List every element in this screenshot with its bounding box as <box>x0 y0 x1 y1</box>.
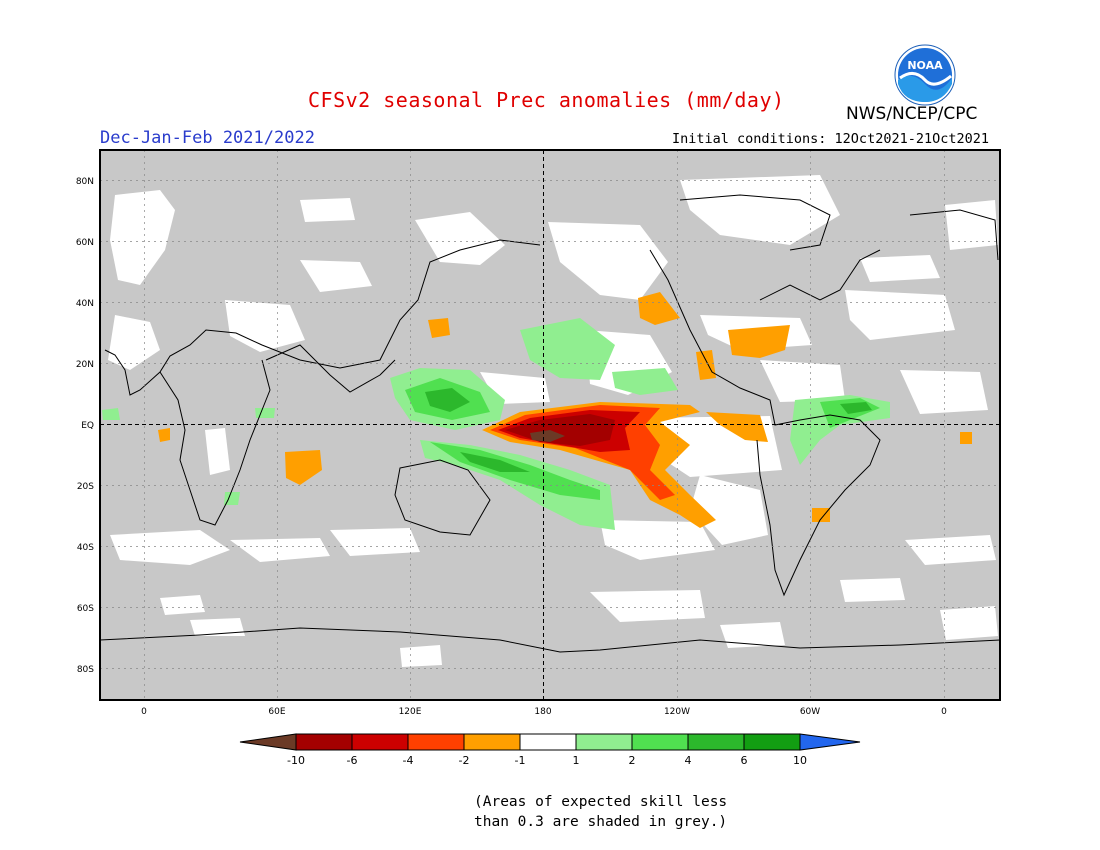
colorbar-swatch <box>687 733 745 751</box>
colorbar-swatch <box>743 733 801 751</box>
colorbar-low-arrow <box>239 733 297 751</box>
colorbar-swatch <box>295 733 353 751</box>
coastlines <box>100 194 1000 653</box>
season-label: Dec-Jan-Feb 2021/2022 <box>100 128 315 148</box>
colorbar-label: -6 <box>347 754 358 767</box>
org-label: NWS/NCEP/CPC <box>846 104 978 124</box>
colorbar-swatch <box>351 733 409 751</box>
latitude-labels: 80N 60N 40N 20N EQ 20S 40S 60S 80S <box>76 177 94 675</box>
longitude-labels: 0 60E 120E 180 120W 60W 0 <box>141 707 947 717</box>
colorbar-label: 10 <box>793 754 807 767</box>
lat-label: 80N <box>76 177 94 187</box>
skill-note-line2: than 0.3 are shaded in grey.) <box>474 814 728 830</box>
map-frame <box>99 149 1001 701</box>
colorbar-label: -2 <box>459 754 470 767</box>
noaa-logo: NOAA <box>894 44 956 106</box>
colorbar-swatch <box>407 733 465 751</box>
colorbar-label: -1 <box>515 754 526 767</box>
lon-label: 0 <box>941 707 947 717</box>
skill-note-line1: (Areas of expected skill less <box>474 794 728 810</box>
lon-label: 120W <box>664 707 690 717</box>
colorbar-label: -4 <box>403 754 414 767</box>
colorbar-swatch <box>631 733 689 751</box>
noaa-logo-text: NOAA <box>907 59 943 72</box>
colorbar-labels: -10 -6 -4 -2 -1 1 2 4 6 10 <box>287 754 807 767</box>
lon-label: 60E <box>268 707 285 717</box>
equator-dateline <box>100 150 1000 700</box>
colorbar-label: 4 <box>685 754 692 767</box>
colorbar-label: 2 <box>629 754 636 767</box>
colorbar-high-arrow <box>799 733 861 751</box>
lat-label: 40N <box>76 299 94 309</box>
colorbar-label: 1 <box>573 754 580 767</box>
colorbar-label: -10 <box>287 754 305 767</box>
lat-label: 20S <box>77 482 94 492</box>
colorbar-swatch <box>463 733 521 751</box>
lat-label: 80S <box>77 665 94 675</box>
lat-label: 20N <box>76 360 94 370</box>
skill-note: (Areas of expected skill less than 0.3 a… <box>474 792 727 832</box>
initial-conditions: Initial conditions: 12Oct2021-21Oct2021 <box>672 131 989 147</box>
lon-label: 0 <box>141 707 147 717</box>
colorbar-swatch <box>519 733 577 751</box>
colorbar-label: 6 <box>741 754 748 767</box>
graticule <box>100 150 1000 700</box>
colorbar <box>239 733 861 751</box>
chart-title: CFSv2 seasonal Prec anomalies (mm/day) <box>308 88 785 112</box>
lat-label: 60N <box>76 238 94 248</box>
anomaly-field <box>100 175 1000 667</box>
lon-label: 60W <box>800 707 820 717</box>
lat-label: 60S <box>77 604 94 614</box>
lat-label: 40S <box>77 543 94 553</box>
dry-anomalies <box>158 292 972 528</box>
lat-label: EQ <box>81 421 94 431</box>
colorbar-swatch <box>575 733 633 751</box>
lon-label: 120E <box>399 707 422 717</box>
lon-label: 180 <box>534 707 551 717</box>
